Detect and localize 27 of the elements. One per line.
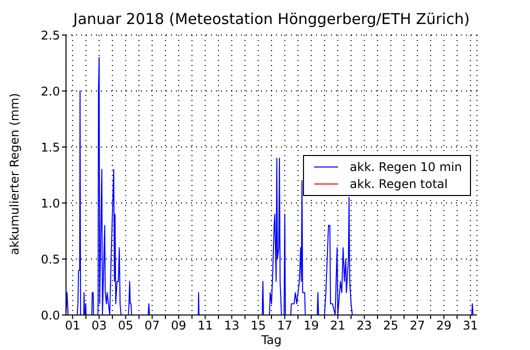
chart-title: Januar 2018 (Meteostation Hönggerberg/ETH Zürich) — [72, 10, 471, 28]
x-tick-label: 29 — [436, 318, 452, 333]
x-tick-label: 05 — [118, 318, 134, 333]
x-tick-label: 25 — [383, 318, 398, 333]
x-tick-label: 03 — [92, 318, 107, 333]
x-tick-label: 19 — [304, 318, 319, 333]
x-axis-title: Tag — [260, 333, 282, 347]
x-tick-label: 31 — [462, 318, 478, 333]
x-tick-label: 01 — [64, 318, 80, 333]
y-axis-title: akkumulierter Regen (mm) — [7, 93, 22, 255]
legend-label: akk. Regen 10 min — [350, 160, 462, 174]
x-tick-label: 15 — [250, 318, 266, 333]
x-tick-label: 17 — [277, 318, 292, 333]
x-tick-label: 27 — [410, 318, 425, 333]
y-tick-label: 2.5 — [40, 28, 60, 42]
legend-label: akk. Regen total — [350, 176, 448, 190]
y-tick-label: 0.0 — [40, 308, 60, 322]
y-tick-label: 0.5 — [40, 252, 60, 266]
y-tick-label: 1.0 — [40, 196, 60, 210]
x-tick-label: 21 — [330, 318, 346, 333]
x-tick-label: 23 — [356, 318, 372, 333]
x-tick-label: 13 — [224, 318, 240, 333]
x-tick-label: 11 — [198, 318, 213, 333]
x-tick-label: 07 — [144, 318, 160, 333]
y-tick-label: 1.5 — [40, 140, 60, 154]
x-tick-label: 09 — [171, 318, 186, 333]
y-tick-label: 2.0 — [40, 84, 60, 98]
